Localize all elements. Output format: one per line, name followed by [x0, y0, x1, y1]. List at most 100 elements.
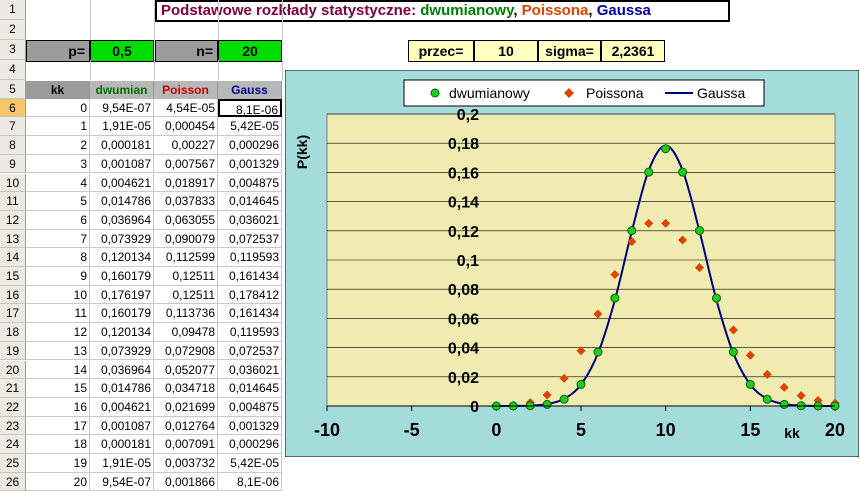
gauss-cell[interactable]: 0,001329	[218, 154, 282, 174]
poisson-cell[interactable]: 0,12511	[154, 267, 218, 286]
poisson-cell[interactable]: 0,001866	[154, 472, 218, 491]
poisson-cell[interactable]: 0,000454	[154, 117, 218, 137]
kk-cell[interactable]: 1	[26, 117, 90, 137]
poisson-point[interactable]	[796, 391, 806, 401]
poisson-cell[interactable]: 0,072908	[154, 341, 218, 361]
binomial-cell[interactable]: 0,120134	[90, 323, 154, 342]
gauss-cell[interactable]: 8,1E-06	[218, 98, 282, 118]
poisson-cell[interactable]: 0,007091	[154, 435, 218, 454]
binomial-cell[interactable]: 0,001087	[90, 154, 154, 174]
gauss-cell[interactable]: 0,119593	[218, 323, 282, 342]
header-poisson[interactable]: Poisson	[154, 81, 218, 99]
row-header[interactable]: 4	[0, 60, 26, 80]
poisson-point[interactable]	[728, 325, 738, 335]
poisson-point[interactable]	[644, 218, 654, 228]
poisson-point[interactable]	[695, 263, 705, 273]
binomial-cell[interactable]: 1,91E-05	[90, 117, 154, 137]
distribution-chart[interactable]: 00,020,040,060,080,10,120,140,160,180,2 …	[285, 70, 859, 457]
kk-cell[interactable]: 8	[26, 248, 90, 267]
poisson-cell[interactable]: 0,00227	[154, 136, 218, 155]
binomial-point[interactable]	[745, 379, 755, 389]
gauss-cell[interactable]: 0,014645	[218, 379, 282, 398]
poisson-cell[interactable]: 0,09478	[154, 323, 218, 342]
row-header[interactable]: 15	[0, 267, 26, 286]
poisson-cell[interactable]: 4,54E-05	[154, 98, 218, 118]
poisson-cell[interactable]: 0,021699	[154, 397, 218, 417]
kk-cell[interactable]: 7	[26, 229, 90, 249]
row-header[interactable]: 24	[0, 435, 26, 454]
binomial-point[interactable]	[762, 394, 772, 404]
n-value-cell[interactable]: 20	[218, 40, 282, 62]
poisson-point[interactable]	[779, 382, 789, 392]
kk-cell[interactable]: 3	[26, 154, 90, 174]
gauss-cell[interactable]: 0,004875	[218, 173, 282, 193]
binomial-cell[interactable]: 0,160179	[90, 267, 154, 286]
row-header[interactable]: 18	[0, 323, 26, 342]
poisson-cell[interactable]: 0,034718	[154, 379, 218, 398]
binomial-point[interactable]	[779, 399, 789, 409]
binomial-point[interactable]	[559, 394, 569, 404]
row-header[interactable]: 13	[0, 229, 26, 249]
binomial-cell[interactable]: 0,001087	[90, 416, 154, 436]
gauss-cell[interactable]: 0,014645	[218, 192, 282, 211]
poisson-point[interactable]	[762, 369, 772, 379]
kk-cell[interactable]: 0	[26, 98, 90, 118]
poisson-cell[interactable]: 0,012764	[154, 416, 218, 436]
kk-cell[interactable]: 9	[26, 267, 90, 286]
binomial-point[interactable]	[695, 226, 705, 236]
kk-cell[interactable]: 6	[26, 210, 90, 230]
gauss-cell[interactable]: 5,42E-05	[218, 117, 282, 137]
p-value-cell[interactable]: 0,5	[90, 40, 154, 62]
binomial-cell[interactable]: 0,004621	[90, 397, 154, 417]
gauss-cell[interactable]: 0,072537	[218, 341, 282, 361]
kk-cell[interactable]: 16	[26, 397, 90, 417]
row-header[interactable]: 6	[0, 98, 26, 118]
kk-cell[interactable]: 12	[26, 323, 90, 342]
binomial-point[interactable]	[678, 167, 688, 177]
row-header[interactable]: 5	[0, 80, 26, 99]
binomial-cell[interactable]: 0,036964	[90, 210, 154, 230]
binomial-cell[interactable]: 0,036964	[90, 360, 154, 380]
poisson-cell[interactable]: 0,018917	[154, 173, 218, 193]
row-header[interactable]: 2	[0, 20, 26, 40]
gauss-cell[interactable]: 0,072537	[218, 229, 282, 249]
kk-cell[interactable]: 18	[26, 435, 90, 454]
kk-cell[interactable]: 14	[26, 360, 90, 380]
gauss-cell[interactable]: 0,000296	[218, 435, 282, 454]
binomial-point[interactable]	[728, 347, 738, 357]
header-kk[interactable]: kk	[26, 81, 90, 99]
gauss-cell[interactable]: 0,036021	[218, 210, 282, 230]
row-header[interactable]: 22	[0, 397, 26, 417]
row-header[interactable]: 3	[0, 40, 26, 60]
poisson-cell[interactable]: 0,112599	[154, 248, 218, 267]
row-header[interactable]: 10	[0, 173, 26, 193]
row-header[interactable]: 20	[0, 360, 26, 380]
gauss-cell[interactable]: 0,119593	[218, 248, 282, 267]
gauss-cell[interactable]: 0,001329	[218, 416, 282, 436]
poisson-point[interactable]	[610, 269, 620, 279]
n-label-cell[interactable]: n=	[155, 40, 218, 62]
row-header[interactable]: 9	[0, 154, 26, 174]
gauss-cell[interactable]: 0,161434	[218, 267, 282, 286]
sigma-value-cell[interactable]: 2,2361	[601, 40, 665, 62]
row-header[interactable]: 26	[0, 472, 26, 491]
kk-cell[interactable]: 2	[26, 136, 90, 155]
kk-cell[interactable]: 13	[26, 341, 90, 361]
kk-cell[interactable]: 4	[26, 173, 90, 193]
poisson-point[interactable]	[678, 235, 688, 245]
binomial-point[interactable]	[610, 293, 620, 303]
row-header[interactable]: 14	[0, 248, 26, 267]
row-header[interactable]: 8	[0, 136, 26, 155]
row-header[interactable]: 19	[0, 341, 26, 361]
row-header[interactable]: 23	[0, 416, 26, 436]
binomial-point[interactable]	[627, 226, 637, 236]
binomial-point[interactable]	[542, 399, 552, 409]
row-header[interactable]: 17	[0, 304, 26, 324]
binomial-cell[interactable]: 0,014786	[90, 192, 154, 211]
binomial-cell[interactable]: 0,000181	[90, 136, 154, 155]
kk-cell[interactable]: 17	[26, 416, 90, 436]
kk-cell[interactable]: 15	[26, 379, 90, 398]
poisson-cell[interactable]: 0,052077	[154, 360, 218, 380]
kk-cell[interactable]: 10	[26, 285, 90, 305]
row-header[interactable]: 7	[0, 117, 26, 137]
